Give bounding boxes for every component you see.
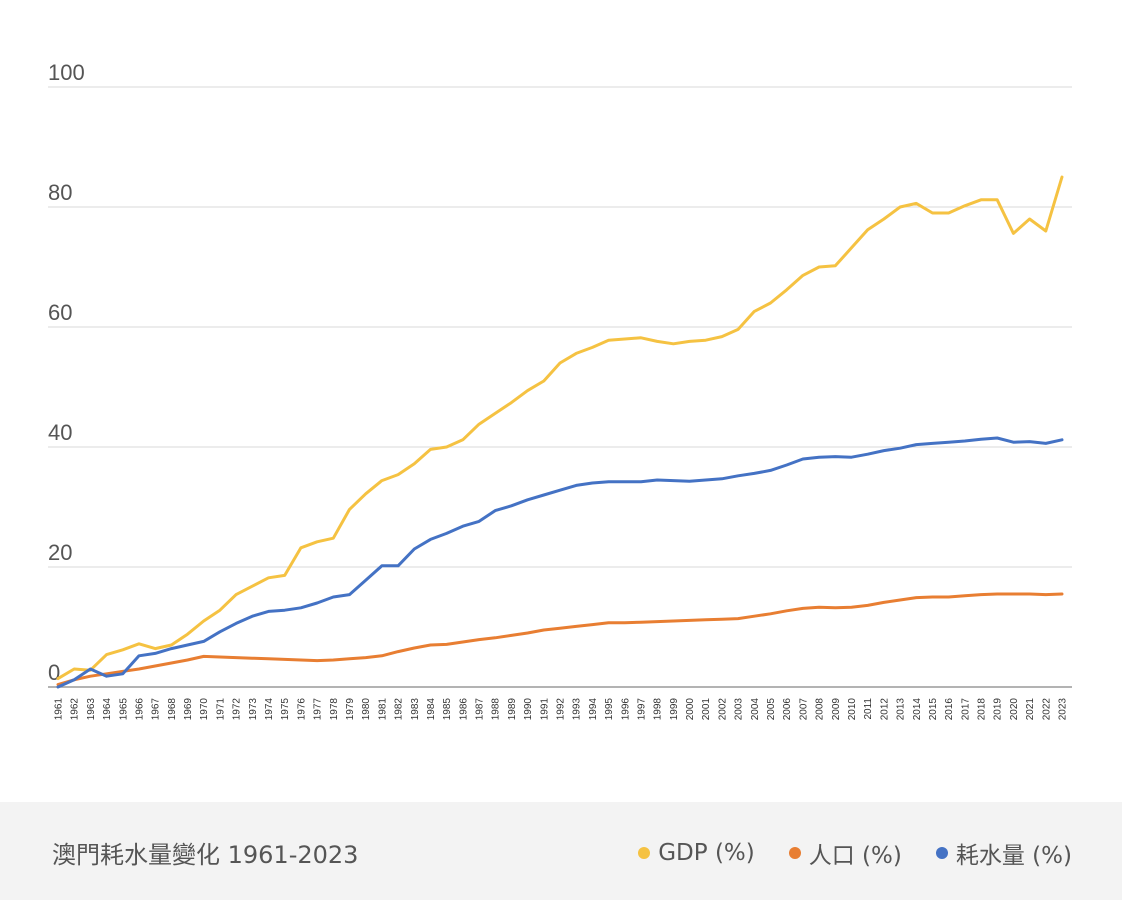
x-tick-label: 1976 — [296, 698, 307, 721]
x-tick-label: 2000 — [685, 698, 696, 721]
x-tick-label: 1991 — [539, 698, 550, 721]
x-tick-label: 1986 — [458, 698, 469, 721]
gridlines — [48, 86, 1072, 688]
chart-footer: 澳門耗水量變化 1961-2023 GDP (%) 人口 (%) 耗水量 (%) — [0, 802, 1122, 900]
x-tick-label: 1999 — [669, 698, 680, 721]
x-tick-label: 1979 — [345, 698, 356, 721]
x-tick-label: 2002 — [717, 698, 728, 721]
x-tick-label: 2017 — [960, 698, 971, 721]
legend-marker-population — [788, 847, 801, 859]
x-tick-label: 1988 — [491, 698, 502, 721]
x-tick-label: 1983 — [410, 698, 421, 721]
x-tick-label: 1962 — [70, 698, 81, 721]
legend-label-water: 耗水量 (%) — [955, 843, 1072, 869]
x-tick-label: 1963 — [86, 698, 97, 721]
x-tick-label: 2023 — [1058, 698, 1069, 721]
legend-label-population: 人口 (%) — [808, 843, 902, 869]
x-tick-label: 2009 — [831, 698, 842, 721]
x-tick-label: 1997 — [636, 698, 647, 721]
x-tick-label: 2020 — [1009, 698, 1020, 721]
y-tick-label: 0 — [48, 660, 60, 685]
x-tick-label: 1974 — [264, 698, 275, 721]
x-tick-label: 2003 — [734, 698, 745, 721]
y-tick-label: 20 — [48, 540, 72, 565]
x-tick-label: 1985 — [442, 698, 453, 721]
chart-title: 澳門耗水量變化 1961-2023 — [52, 841, 359, 869]
x-tick-label: 1987 — [475, 698, 486, 721]
x-tick-label: 2010 — [847, 698, 858, 721]
x-tick-label: 2022 — [1041, 698, 1052, 721]
x-tick-label: 2012 — [879, 698, 890, 721]
legend-item-population: 人口 (%) — [788, 836, 902, 870]
x-tick-label: 1973 — [248, 698, 259, 721]
x-tick-label: 2021 — [1025, 698, 1036, 721]
x-tick-label: 1996 — [620, 698, 631, 721]
x-tick-label: 1995 — [604, 698, 615, 721]
x-tick-label: 1992 — [556, 698, 567, 721]
x-tick-label: 1994 — [588, 698, 599, 721]
x-tick-label: 1971 — [215, 698, 226, 721]
x-tick-label: 1972 — [232, 698, 243, 721]
x-tick-label: 2001 — [701, 698, 712, 721]
x-tick-label: 2007 — [798, 698, 809, 721]
legend-item-water: 耗水量 (%) — [935, 836, 1072, 870]
x-tick-label: 1981 — [377, 698, 388, 721]
x-tick-label: 1978 — [329, 698, 340, 721]
x-tick-label: 1967 — [151, 698, 162, 721]
y-tick-label: 100 — [48, 60, 85, 85]
legend-label-gdp: GDP (%) — [658, 840, 755, 866]
x-tick-label: 2004 — [750, 698, 761, 721]
x-tick-label: 2006 — [782, 698, 793, 721]
x-tick-label: 1964 — [102, 698, 113, 721]
x-tick-label: 1982 — [394, 698, 405, 721]
y-tick-label: 60 — [48, 300, 72, 325]
x-tick-label: 2011 — [863, 698, 874, 720]
x-tick-label: 1970 — [199, 698, 210, 721]
x-tick-label: 1965 — [118, 698, 129, 721]
legend-marker-water — [935, 847, 948, 859]
x-tick-label: 1969 — [183, 698, 194, 721]
x-tick-label: 1993 — [572, 698, 583, 721]
x-tick-label: 1977 — [313, 698, 324, 721]
series-line-2 — [56, 436, 1064, 689]
x-tick-label: 1975 — [280, 698, 291, 721]
x-tick-label: 2015 — [928, 698, 939, 721]
y-axis-ticks: 0 20 40 60 80 100 — [48, 60, 85, 685]
y-tick-label: 40 — [48, 420, 72, 445]
x-tick-label: 1961 — [54, 698, 65, 721]
legend-item-gdp: GDP (%) — [638, 840, 755, 866]
x-tick-label: 2016 — [944, 698, 955, 721]
x-tick-label: 1980 — [361, 698, 372, 721]
x-tick-label: 1968 — [167, 698, 178, 721]
x-tick-label: 2013 — [896, 698, 907, 721]
legend-marker-gdp — [638, 847, 651, 859]
x-tick-label: 1984 — [426, 698, 437, 721]
x-tick-label: 1998 — [653, 698, 664, 721]
y-tick-label: 80 — [48, 180, 72, 205]
x-tick-label: 1990 — [523, 698, 534, 721]
series-line-0 — [56, 175, 1064, 681]
x-tick-label: 1966 — [134, 698, 145, 721]
x-tick-label: 1989 — [507, 698, 518, 721]
legend: GDP (%) 人口 (%) 耗水量 (%) — [638, 836, 1072, 870]
x-tick-label: 2008 — [815, 698, 826, 721]
series-lines — [56, 175, 1064, 689]
series-line-1 — [56, 592, 1064, 687]
x-tick-label: 2019 — [993, 698, 1004, 721]
x-tick-label: 2005 — [766, 698, 777, 721]
x-axis-ticks: 1961 1962 1963 1964 1965 1966 1967 1968 1969 1970… — [54, 698, 1069, 721]
x-tick-label: 2018 — [977, 698, 988, 721]
x-tick-label: 2014 — [912, 698, 923, 721]
